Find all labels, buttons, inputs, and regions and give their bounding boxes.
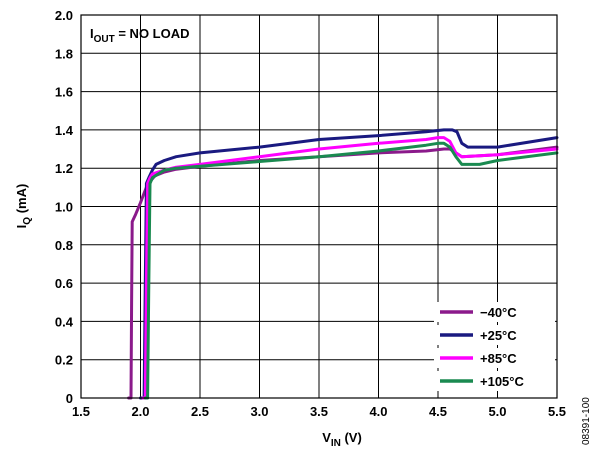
legend-label: −40°C bbox=[480, 305, 517, 320]
x-axis-label-unit: (V) bbox=[341, 430, 362, 445]
annotation-iout-no-load: IOUT = NO LOAD bbox=[90, 26, 190, 45]
figure-id: 08391-100 bbox=[581, 397, 592, 445]
y-tick-label: 1.4 bbox=[55, 123, 74, 138]
legend-label: +85°C bbox=[480, 351, 517, 366]
y-tick-label: 0.2 bbox=[55, 353, 73, 368]
x-tick-label: 4.5 bbox=[429, 404, 447, 419]
legend-entry-bg bbox=[434, 325, 555, 345]
y-tick-label: 2.0 bbox=[55, 8, 73, 23]
x-axis-label-main: V bbox=[322, 430, 331, 445]
series-line-2 bbox=[141, 136, 559, 400]
y-tick-label: 1.2 bbox=[55, 161, 73, 176]
legend-entry-bg bbox=[434, 371, 555, 391]
legend-entry-bg bbox=[434, 302, 555, 322]
y-tick-label: 0.6 bbox=[55, 276, 73, 291]
x-tick-label: 5.0 bbox=[488, 404, 506, 419]
plot-frame bbox=[80, 14, 558, 399]
y-tick-label: 0.4 bbox=[55, 314, 74, 329]
annotation-main: I bbox=[90, 26, 94, 41]
x-axis-ticks: 1.5 2.0 2.5 3.0 3.5 4.0 4.5 5.0 5.5 bbox=[72, 404, 566, 419]
y-axis-label-unit: (mA) bbox=[14, 184, 29, 217]
series-group bbox=[127, 128, 559, 400]
x-tick-label: 3.5 bbox=[310, 404, 328, 419]
y-tick-label: 0.8 bbox=[55, 238, 73, 253]
y-axis-label: IQ (mA) bbox=[14, 184, 33, 229]
legend: −40°C +25°C +85°C +105°C bbox=[434, 302, 555, 391]
y-tick-label: 1.0 bbox=[55, 200, 73, 215]
legend-entry-bg bbox=[434, 348, 555, 368]
x-tick-label: 3.0 bbox=[250, 404, 268, 419]
annotation-rest: = NO LOAD bbox=[115, 26, 190, 41]
series-line-3 bbox=[143, 141, 559, 400]
x-tick-label: 5.5 bbox=[548, 404, 566, 419]
grid bbox=[81, 15, 557, 398]
x-tick-label: 4.0 bbox=[369, 404, 387, 419]
y-tick-label: 0 bbox=[66, 391, 73, 406]
y-axis-label-subscript: Q bbox=[22, 217, 33, 225]
y-tick-label: 1.8 bbox=[55, 46, 73, 61]
x-tick-label: 2.5 bbox=[191, 404, 209, 419]
x-tick-label: 2.0 bbox=[131, 404, 149, 419]
y-axis-label-main: I bbox=[14, 225, 29, 229]
x-tick-label: 1.5 bbox=[72, 404, 90, 419]
x-axis-label: VIN (V) bbox=[322, 430, 362, 449]
legend-label: +25°C bbox=[480, 328, 517, 343]
x-axis-label-subscript: IN bbox=[331, 438, 341, 449]
y-axis-ticks: 0 0.2 0.4 0.6 0.8 1.0 1.2 1.4 1.6 1.8 2.0 bbox=[55, 8, 74, 406]
legend-label: +105°C bbox=[480, 374, 524, 389]
y-tick-label: 1.6 bbox=[55, 85, 73, 100]
annotation-subscript: OUT bbox=[94, 34, 115, 45]
